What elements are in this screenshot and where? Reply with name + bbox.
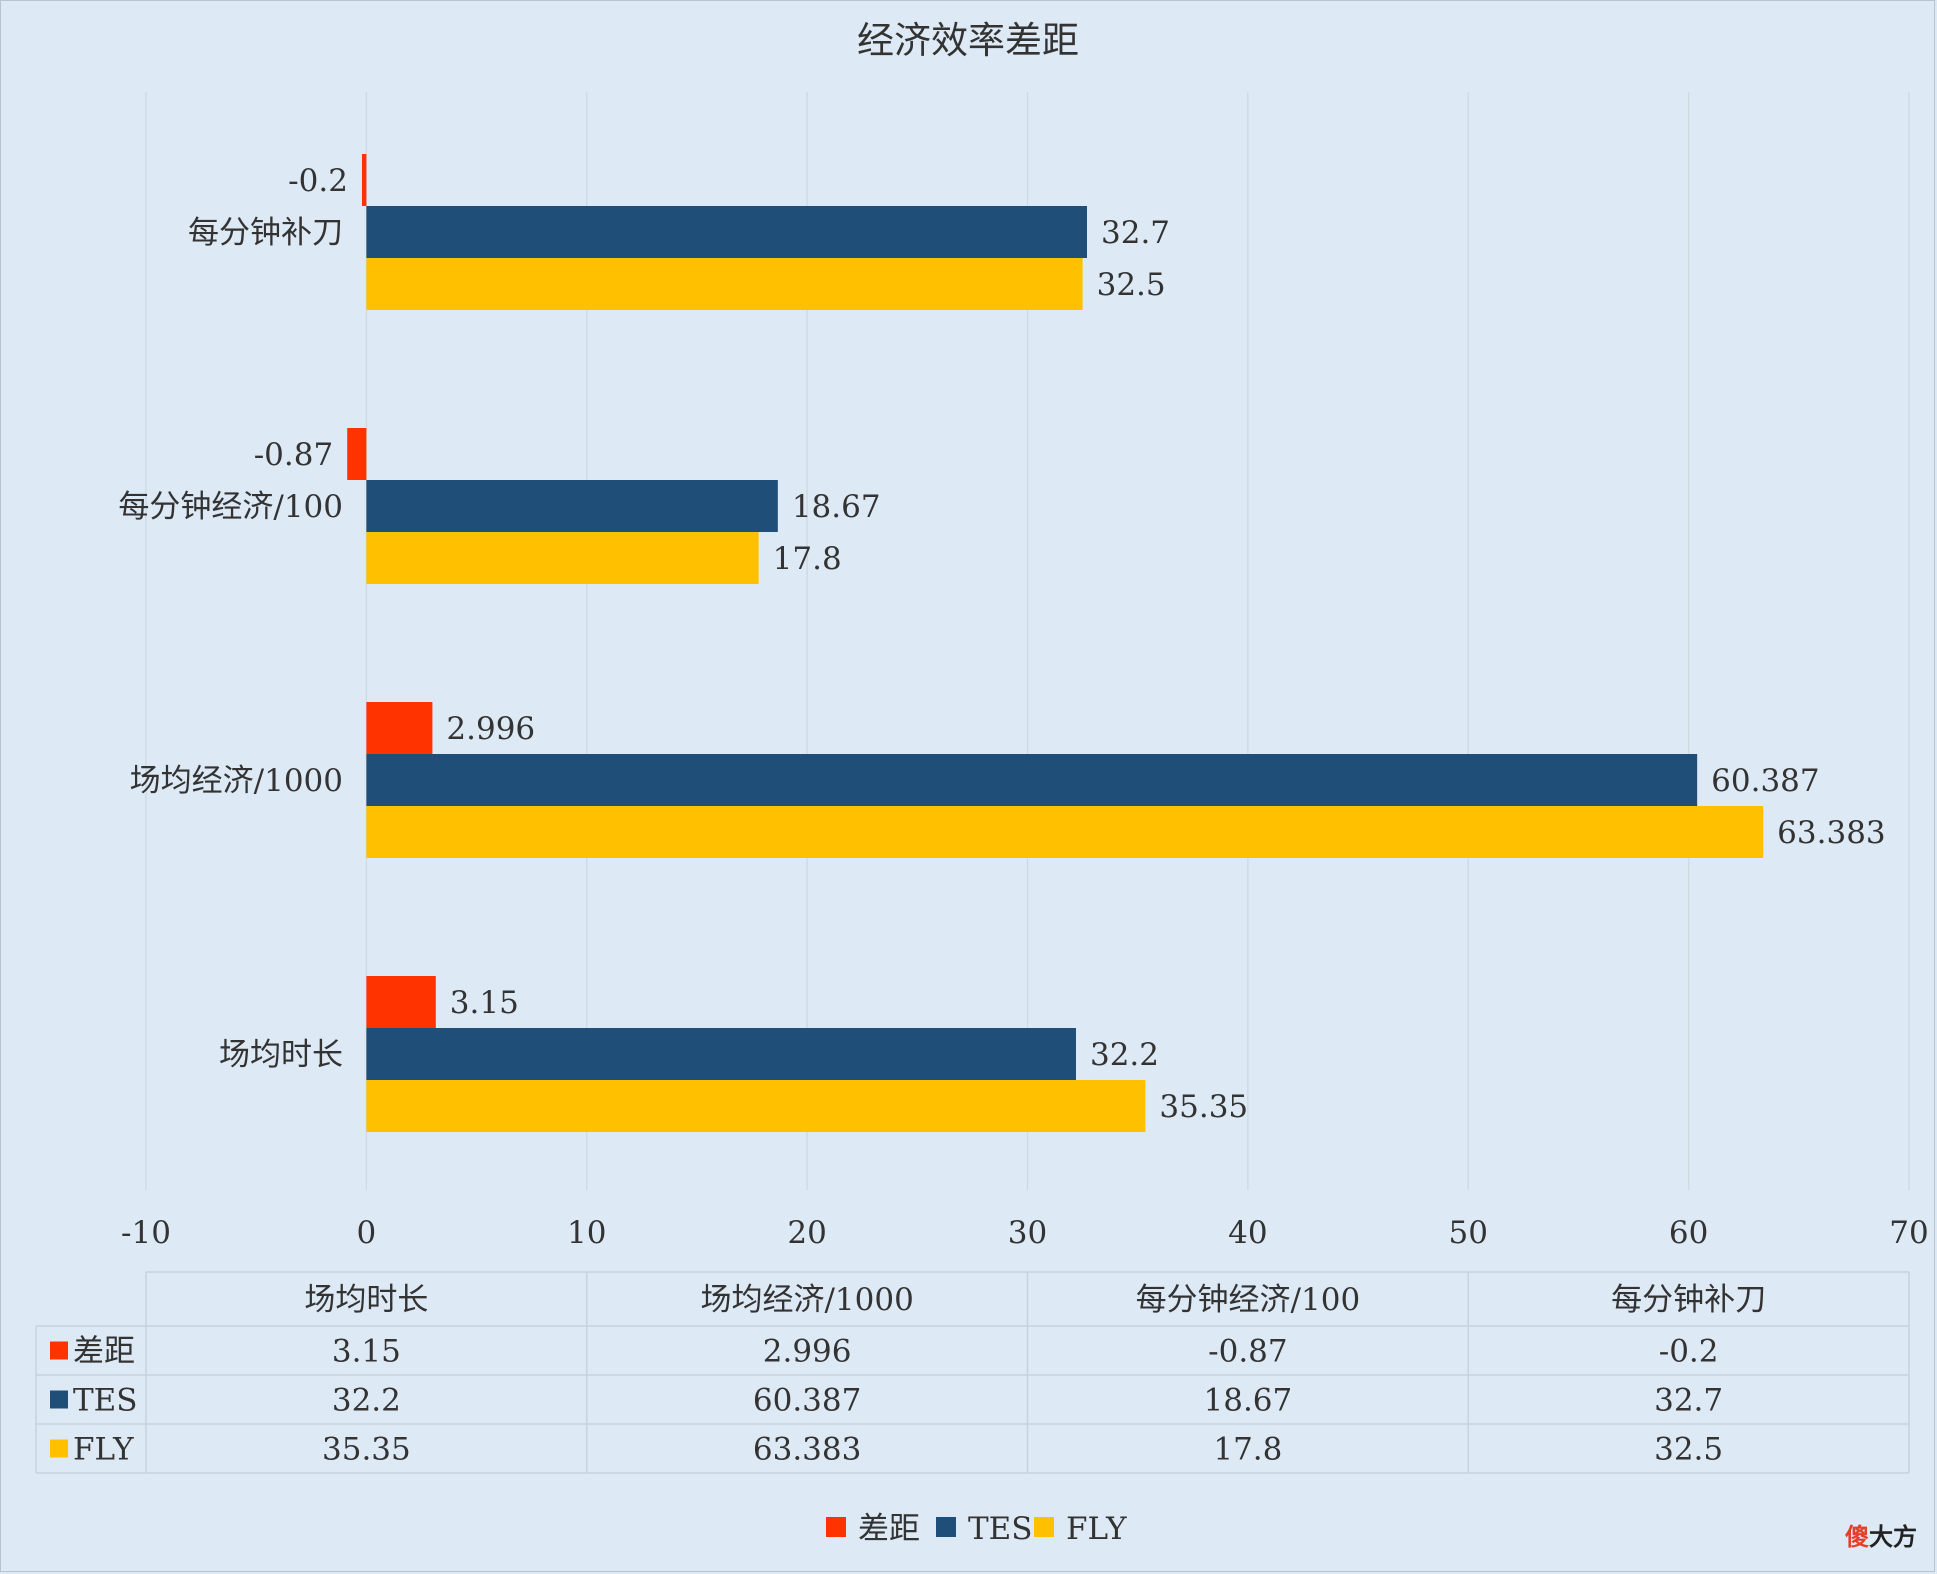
table-column-header: 场均时长 — [304, 1282, 428, 1318]
chart-title: 经济效率差距 — [857, 19, 1079, 62]
bar — [366, 806, 1764, 858]
bar — [361, 154, 367, 206]
table-column-header: 每分钟补刀 — [1611, 1282, 1766, 1318]
table-cell: 32.2 — [332, 1383, 401, 1419]
x-tick-label: -10 — [121, 1215, 171, 1251]
table-cell: -0.2 — [1659, 1334, 1719, 1370]
bar — [347, 428, 367, 480]
data-label: 18.67 — [792, 489, 881, 525]
bar — [366, 702, 433, 754]
table-row-label: 差距 — [73, 1334, 135, 1370]
watermark-part-1: 傻 — [1845, 1523, 1869, 1551]
table-cell: 35.35 — [322, 1432, 411, 1468]
x-tick-label: 10 — [567, 1215, 606, 1251]
x-tick-label: 70 — [1889, 1215, 1928, 1251]
table-cell: 63.383 — [753, 1432, 861, 1468]
data-label: 32.5 — [1097, 267, 1166, 303]
table-row-legend-key — [50, 1341, 68, 1360]
legend-swatch — [1034, 1517, 1054, 1537]
table-row-label: TES — [73, 1383, 138, 1419]
x-tick-label: 30 — [1008, 1215, 1047, 1251]
table-row-legend-key — [50, 1390, 68, 1409]
bar — [366, 206, 1088, 258]
category-label: 场均经济/1000 — [130, 763, 343, 799]
x-tick-label: 40 — [1228, 1215, 1267, 1251]
data-label: -0.2 — [288, 163, 348, 199]
watermark-logo: 傻大方 — [1845, 1517, 1917, 1552]
bar — [366, 1080, 1146, 1132]
category-label: 场均时长 — [219, 1037, 343, 1073]
data-label: -0.87 — [254, 437, 334, 473]
bar — [366, 532, 759, 584]
bar — [366, 480, 778, 532]
table-cell: -0.87 — [1208, 1334, 1288, 1370]
table-cell: 2.996 — [763, 1334, 852, 1370]
data-label: 17.8 — [773, 541, 842, 577]
x-tick-label: 20 — [787, 1215, 826, 1251]
table-row-label: FLY — [73, 1432, 134, 1468]
table-column-header: 每分钟经济/100 — [1136, 1282, 1361, 1318]
category-label: 每分钟补刀 — [188, 215, 343, 251]
data-label: 2.996 — [446, 711, 535, 747]
data-label: 3.15 — [450, 985, 519, 1021]
table-cell: 17.8 — [1213, 1432, 1282, 1468]
bar — [366, 754, 1698, 806]
data-label: 60.387 — [1711, 763, 1819, 799]
x-tick-label: 50 — [1449, 1215, 1488, 1251]
legend-label: 差距 — [858, 1511, 920, 1547]
table-cell: 60.387 — [753, 1383, 861, 1419]
x-tick-label: 0 — [357, 1215, 377, 1251]
data-label: 32.7 — [1101, 215, 1170, 251]
legend-swatch — [826, 1517, 846, 1537]
bar — [366, 1028, 1076, 1080]
legend-label: TES — [968, 1511, 1033, 1547]
bar — [366, 258, 1083, 310]
watermark-part-2: 大方 — [1869, 1523, 1917, 1551]
data-label: 63.383 — [1777, 815, 1885, 851]
legend-label: FLY — [1066, 1511, 1127, 1547]
table-column-header: 场均经济/1000 — [700, 1282, 913, 1318]
table-cell: 32.7 — [1654, 1383, 1723, 1419]
legend-swatch — [936, 1517, 956, 1537]
data-label: 35.35 — [1159, 1089, 1248, 1125]
table-cell: 18.67 — [1204, 1383, 1293, 1419]
category-label: 每分钟经济/100 — [118, 489, 343, 525]
table-cell: 32.5 — [1654, 1432, 1723, 1468]
data-label: 32.2 — [1090, 1037, 1159, 1073]
x-tick-label: 60 — [1669, 1215, 1708, 1251]
table-row-legend-key — [50, 1439, 68, 1458]
bar — [366, 976, 436, 1028]
table-cell: 3.15 — [332, 1334, 401, 1370]
